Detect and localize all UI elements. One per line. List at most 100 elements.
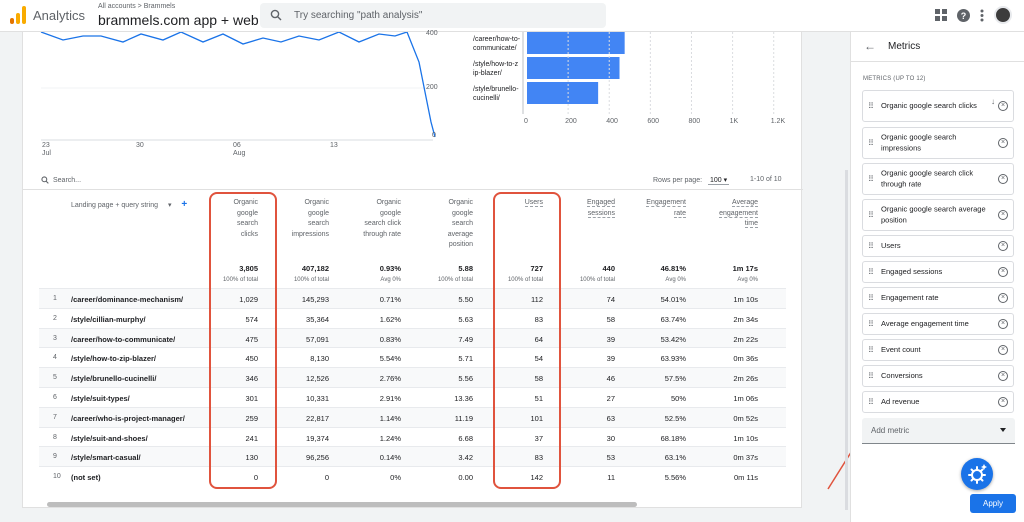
chevron-down-icon[interactable]: ▾ xyxy=(167,202,172,209)
breadcrumb[interactable]: All accounts > Brammels xyxy=(98,3,176,10)
table-row[interactable]: 2/style/cillian-murphy/574 35,364 1.62% 5.6… xyxy=(39,307,786,328)
table-row[interactable]: 8/style/suit-and-shoes/241 19,374 1.24% 6.6… xyxy=(39,426,786,447)
drag-handle-icon[interactable]: ⠿ xyxy=(868,241,874,251)
row-index: 2 xyxy=(53,314,57,322)
column-header-pos[interactable]: Organic google search average position xyxy=(403,198,473,251)
remove-metric-icon[interactable]: × xyxy=(998,174,1008,184)
bar[interactable] xyxy=(527,32,625,54)
row-landing-page[interactable]: /career/how-to-communicate/ xyxy=(71,334,176,344)
row-landing-page[interactable]: /style/brunello-cucinelli/ xyxy=(71,374,157,384)
cell-eng: 74 xyxy=(606,295,615,304)
metric-chip[interactable]: ⠿ Organic google search impressions × xyxy=(862,127,1014,159)
table-row[interactable]: 4/style/how-to-zip-blazer/450 8,130 5.54% 5… xyxy=(39,347,786,367)
cell-clicks: 574 xyxy=(245,314,258,324)
svg-text:?: ? xyxy=(961,11,967,21)
remove-metric-icon[interactable]: × xyxy=(998,345,1008,355)
drag-handle-icon[interactable]: ⠿ xyxy=(868,345,874,355)
table-row[interactable]: 10 (not set) 0 0 0% 0.00 142 11 5.56% 0m 11s xyxy=(39,466,786,486)
remove-metric-icon[interactable]: × xyxy=(998,319,1008,329)
metric-chip[interactable]: ⠿ Conversions × xyxy=(862,365,1014,387)
metric-chip[interactable]: ⠿ Average engagement time × xyxy=(862,313,1014,335)
table-row[interactable]: 3/career/how-to-communicate/475 57,091 0.8… xyxy=(39,327,786,348)
drag-handle-icon[interactable]: ⠿ xyxy=(868,371,874,381)
row-landing-page[interactable]: /style/cillian-murphy/ xyxy=(71,314,146,324)
remove-metric-icon[interactable]: × xyxy=(998,241,1008,251)
add-dimension-icon[interactable]: + xyxy=(181,199,188,210)
remove-metric-icon[interactable]: × xyxy=(998,293,1008,303)
metric-chip[interactable]: ⠿ Event count × xyxy=(862,339,1014,361)
column-header-eng[interactable]: Engaged sessions xyxy=(545,198,615,219)
column-header-impr[interactable]: Organic google search impressions xyxy=(259,198,329,240)
drag-handle-icon[interactable]: ⠿ xyxy=(868,293,874,303)
more-vert-icon[interactable] xyxy=(980,9,984,22)
add-metric-select[interactable]: Add metric xyxy=(862,418,1015,444)
table-row[interactable]: 6/style/suit-types/301 10,331 2.91% 13.36 51… xyxy=(39,387,786,407)
metric-chip[interactable]: ⠿ Organic google search clicks ↓ × xyxy=(862,90,1014,122)
cell-time: 0m 36s xyxy=(733,354,758,364)
column-header-users[interactable]: Users xyxy=(473,198,543,209)
row-landing-page[interactable]: /career/who-is-project-manager/ xyxy=(71,413,185,423)
drag-handle-icon[interactable]: ⠿ xyxy=(868,267,874,277)
drag-handle-icon[interactable]: ⠿ xyxy=(868,397,874,407)
dimension-header[interactable]: Landing page + query string ▾ + xyxy=(71,199,188,212)
cell-users: 51 xyxy=(534,394,543,403)
column-header-clicks[interactable]: Organic google search clicks xyxy=(188,198,258,240)
bar[interactable] xyxy=(527,57,620,79)
bar-x-tick-label: 200 xyxy=(565,118,577,125)
horizontal-scrollbar[interactable] xyxy=(47,502,637,507)
drag-handle-icon[interactable]: ⠿ xyxy=(868,174,874,184)
help-icon[interactable]: ? xyxy=(957,8,970,22)
remove-metric-icon[interactable]: × xyxy=(998,138,1008,148)
analytics-logo-icon[interactable] xyxy=(10,6,26,24)
metric-chip[interactable]: ⠿ Organic google search average position × xyxy=(862,199,1014,231)
remove-metric-icon[interactable]: × xyxy=(998,397,1008,407)
row-landing-page[interactable]: /style/suit-and-shoes/ xyxy=(71,433,148,443)
cell-ctr: 0.83% xyxy=(379,334,401,344)
apps-grid-icon[interactable] xyxy=(935,9,947,21)
drag-handle-icon[interactable]: ⠿ xyxy=(868,138,874,148)
drag-handle-icon[interactable]: ⠿ xyxy=(868,101,874,111)
remove-metric-icon[interactable]: × xyxy=(998,267,1008,277)
table-row[interactable]: 5/style/brunello-cucinelli/346 12,526 2.76… xyxy=(39,367,786,388)
vertical-scrollbar[interactable] xyxy=(845,170,848,510)
column-header-rate[interactable]: Engagement rate xyxy=(616,198,686,219)
bar-x-tick-label: 400 xyxy=(606,118,618,125)
row-landing-page[interactable]: /style/how-to-zip-blazer/ xyxy=(71,354,157,364)
row-landing-page[interactable]: /style/suit-types/ xyxy=(71,394,130,403)
app-name[interactable]: Analytics xyxy=(33,8,86,23)
column-header-line: position xyxy=(448,241,473,248)
global-search-input[interactable]: Try searching "path analysis" xyxy=(260,3,606,28)
table-row[interactable]: 9/style/smart-casual/130 96,256 0.14% 3.42 8… xyxy=(39,446,786,467)
cell-time: 0m 52s xyxy=(733,413,758,423)
metric-chip[interactable]: ⠿ Engagement rate × xyxy=(862,287,1014,309)
row-landing-page[interactable]: /career/dominance-mechanism/ xyxy=(71,295,184,304)
table-search-input[interactable]: Search... xyxy=(41,176,81,184)
remove-metric-icon[interactable]: × xyxy=(998,371,1008,381)
row-index: 8 xyxy=(53,433,57,441)
y-tick-label: 0 xyxy=(432,132,436,139)
drag-handle-icon[interactable]: ⠿ xyxy=(868,319,874,329)
table-row[interactable]: 7/career/who-is-project-manager/259 22,81… xyxy=(39,406,786,427)
column-header-ctr[interactable]: Organic google search click through rate xyxy=(331,198,401,240)
remove-metric-icon[interactable]: × xyxy=(998,210,1008,220)
avatar[interactable] xyxy=(994,6,1012,24)
metric-chip[interactable]: ⠿ Ad revenue × xyxy=(862,391,1014,413)
table-row[interactable]: 1/career/dominance-mechanism/1,029 145,29… xyxy=(39,288,786,308)
row-landing-page[interactable]: /style/smart-casual/ xyxy=(71,453,141,463)
cell-eng: 63 xyxy=(606,413,615,423)
metric-chip[interactable]: ⠿ Organic google search click through rat… xyxy=(862,163,1014,195)
metric-chip[interactable]: ⠿ Users × xyxy=(862,235,1014,257)
sort-down-arrow-icon[interactable]: ↓ xyxy=(991,97,995,106)
bar[interactable] xyxy=(527,82,599,104)
column-header-time[interactable]: Average engagement time xyxy=(688,198,758,230)
metric-chip[interactable]: ⠿ Engaged sessions × xyxy=(862,261,1014,283)
row-landing-page[interactable]: (not set) xyxy=(71,473,101,483)
rows-per-page-select[interactable]: 100 ▾ xyxy=(707,177,730,185)
back-arrow-icon[interactable]: ← xyxy=(864,39,876,53)
insights-fab-button[interactable] xyxy=(961,458,993,490)
remove-metric-icon[interactable]: × xyxy=(998,101,1008,111)
drag-handle-icon[interactable]: ⠿ xyxy=(868,210,874,220)
apply-button[interactable]: Apply xyxy=(970,494,1016,513)
row-index: 9 xyxy=(53,453,57,461)
column-total: 407,182 xyxy=(301,264,329,273)
